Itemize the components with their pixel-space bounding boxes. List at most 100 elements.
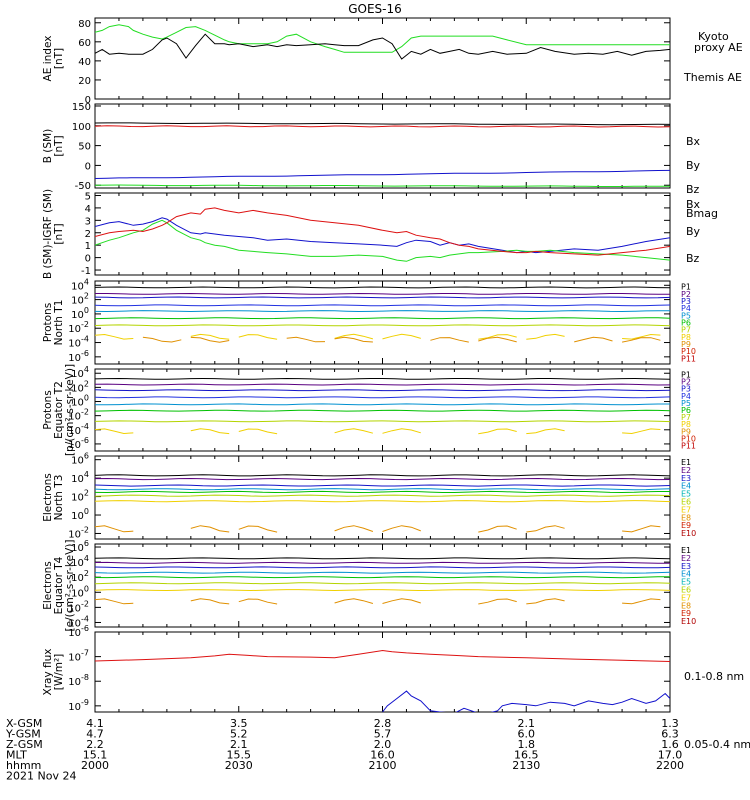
channel-line [478,336,517,343]
tick-exponent: 6 [84,539,89,548]
series-line-by [95,184,670,187]
y-axis-label: Protons North T1 [42,300,65,346]
y-tick-label: -50 [75,181,91,192]
y-tick-label: 106 [71,452,89,467]
y-tick-label: 10-6 [68,349,89,364]
channel-line [334,336,373,343]
axis-row-label-mlt: MLT [6,749,27,762]
legend-p5: P5 [681,311,691,320]
channel-line [526,333,565,340]
y-tick-label: 10-8 [68,673,89,688]
channel-line [190,333,230,340]
axis-date: 2021 Nov 24 [6,770,76,783]
y-tick-label: 0 [85,161,91,172]
y-axis-label: B (SM)-IGRF (SM) [nT] [42,189,65,279]
legend-kyoto: proxy AE [694,41,743,54]
y-tick-label: 10-6 [68,436,89,451]
y-axis-label-line: North T1 [53,300,65,346]
panel-plot-area [95,122,670,187]
y-axis-label-line: AE index [42,36,54,82]
channel-line [95,490,670,494]
legend-p10: P10 [681,434,696,443]
legend-xray-short: 0.05-0.4 nm [684,738,750,751]
axis-row-value: 6.0 [518,728,536,741]
legend-bz: Bz [686,183,700,196]
series-line-xray-1 [382,690,670,712]
axis-row-label-hhmm: hhmm [6,759,41,772]
panel-plot-area [95,377,670,435]
tick-base: 10 [71,511,84,522]
tick-exponent: 4 [84,554,89,563]
channel-line [95,525,134,533]
tick-base: 10 [71,558,84,569]
panel-plot-area [95,557,670,605]
panel-plot-area [95,649,670,712]
channel-line [238,428,278,435]
panel-bdiff: -10 12 34 5 B (SM)-IGRF (SM) [nT] Bx By Bz [42,189,701,279]
legend-p2: P2 [681,378,691,387]
legend-e4: E4 [681,482,691,491]
y-tick-label: 4 [85,204,91,215]
y-tick-label: 2 [85,229,91,240]
y-tick-label: -1 [81,266,91,277]
panel-plot-area [95,474,670,533]
tick-exponent: 4 [84,365,89,374]
tick-base: 10 [71,398,84,409]
series-line-bz [95,125,670,128]
y-tick-label: 3 [85,216,91,227]
channel-line [478,525,517,533]
legend-e2: E2 [681,466,691,475]
legend-e1: E1 [681,546,691,555]
channel-line [95,598,134,605]
plot-title: GOES-16 [348,2,402,16]
channel-line [622,333,661,340]
legend-by: By [686,159,701,172]
channel-line [95,333,134,340]
axis-row-value: 4.1 [86,717,104,730]
channel-line [95,474,670,477]
channel-line [95,420,670,423]
y-tick-label: 104 [71,470,89,485]
legend-p5: P5 [681,399,691,408]
channel-line [334,598,374,604]
tick-base: 10 [68,353,81,364]
channel-line [95,409,670,412]
tick-exponent: 4 [84,277,89,286]
axis-row-label-y-gsm: Y-GSM [5,728,41,741]
axis-row-value: 15.5 [227,749,252,762]
series-line-bmag [95,122,670,126]
tick-exponent: 0 [84,584,89,593]
legend-by: By [686,225,701,238]
y-tick-label: 10-7 [68,649,89,664]
tick-exponent: -2 [81,525,89,534]
y-tick-label: 150 [72,102,91,113]
axis-row-value: 5.2 [230,728,248,741]
legend-p2: P2 [681,290,691,299]
axis-row-value: 6.3 [661,728,679,741]
panel-plot-area [95,286,670,343]
y-axis-label-line: Xray flux [42,649,54,696]
channel-line [190,428,230,435]
channel-line [334,333,374,340]
channel-line [622,598,661,605]
panel-frame [94,631,671,713]
axis-row-value: 2130 [512,759,540,772]
tick-exponent: 0 [84,306,89,315]
axis-row-value: 1.8 [518,738,536,751]
legend-e10: E10 [681,529,696,538]
channel-line [95,582,670,585]
y-axis-label-line: [W/m²] [53,654,65,691]
tick-exponent: -8 [81,673,89,682]
channel-line [190,336,230,343]
tick-exponent: -9 [81,698,89,707]
legend-p4: P4 [681,304,691,313]
y-tick-label: 1 [85,241,91,252]
axis-row-value: 17.0 [658,749,683,762]
channel-line [95,566,670,569]
legend-e7: E7 [681,593,691,602]
panel-frame [94,455,671,540]
legend-e9: E9 [681,609,691,618]
legend-bz: Bz [686,252,700,265]
y-tick-label: 10-2 [68,599,89,614]
